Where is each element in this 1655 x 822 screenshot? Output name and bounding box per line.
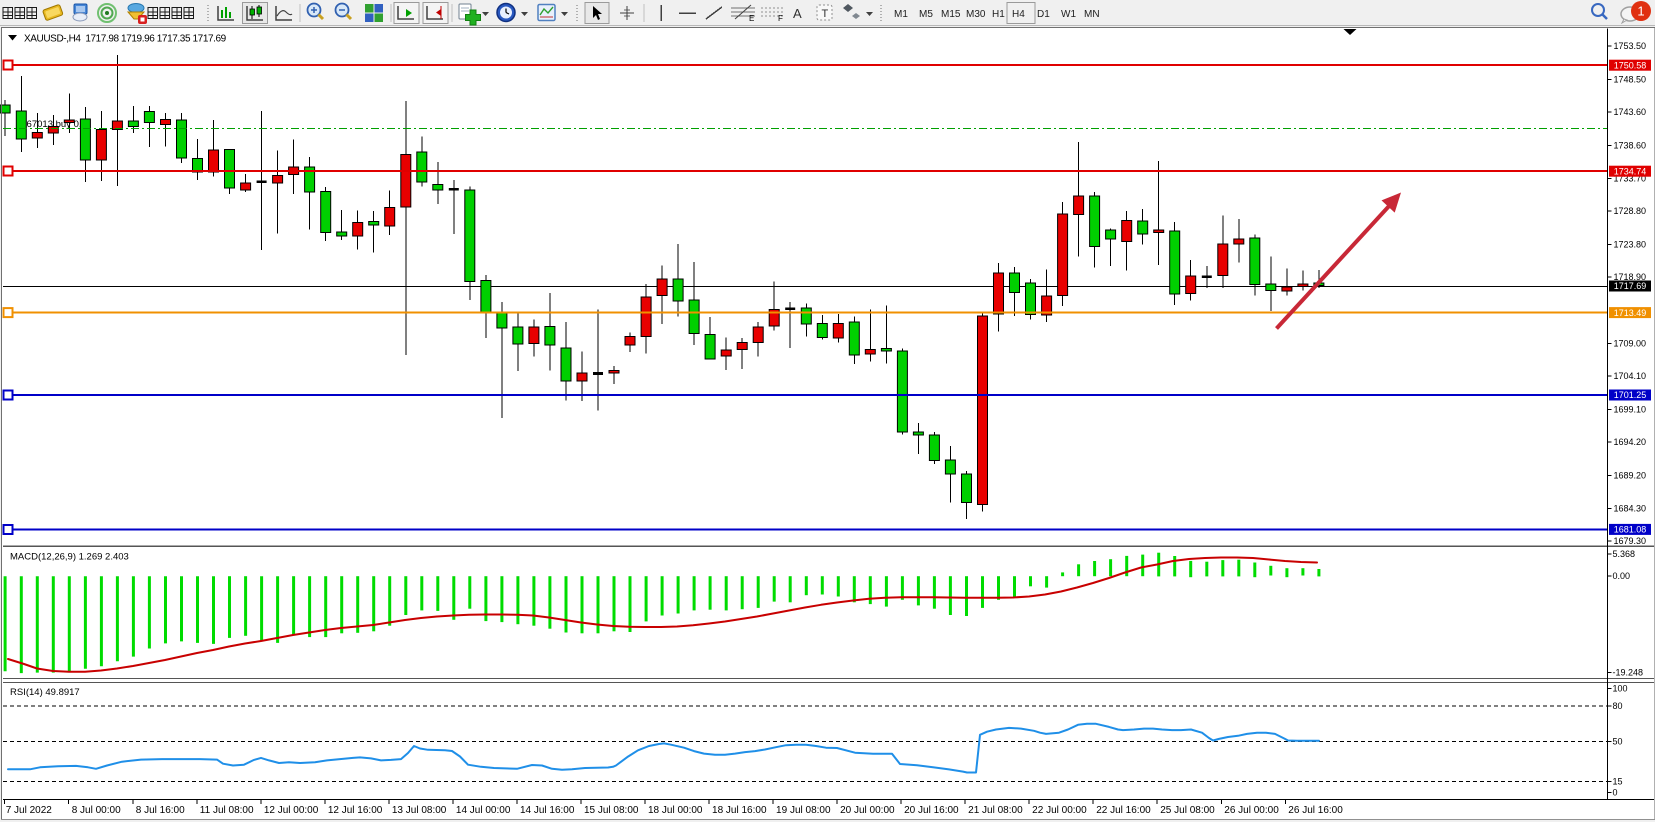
svg-text:50: 50 [1613,736,1623,746]
svg-text:14 Jul 16:00: 14 Jul 16:00 [520,805,575,816]
svg-text:1723.80: 1723.80 [1614,240,1647,250]
svg-text:1713.49: 1713.49 [1614,308,1647,318]
svg-text:18 Jul 00:00: 18 Jul 00:00 [648,805,703,816]
svg-text:26 Jul 00:00: 26 Jul 00:00 [1224,805,1279,816]
svg-text:H1: H1 [992,9,1005,20]
svg-text:22 Jul 00:00: 22 Jul 00:00 [1032,805,1087,816]
svg-text:1734.74: 1734.74 [1614,166,1647,176]
svg-text:18 Jul 16:00: 18 Jul 16:00 [712,805,767,816]
svg-text:1738.60: 1738.60 [1614,141,1647,151]
svg-text:15 Jul 08:00: 15 Jul 08:00 [584,805,639,816]
svg-text:1750.58: 1750.58 [1614,60,1647,70]
svg-text:T: T [822,8,829,20]
svg-text:12 Jul 16:00: 12 Jul 16:00 [328,805,383,816]
svg-text:15: 15 [1613,776,1623,786]
svg-text:1: 1 [1637,4,1644,19]
svg-text:25 Jul 08:00: 25 Jul 08:00 [1160,805,1215,816]
svg-text:M15: M15 [941,9,961,20]
svg-text:8 Jul 00:00: 8 Jul 00:00 [72,805,121,816]
svg-text:20 Jul 00:00: 20 Jul 00:00 [840,805,895,816]
svg-text:XAUUSD-,H4 1717.98 1719.96 17: XAUUSD-,H4 1717.98 1719.96 1717.35 1717.… [24,34,227,45]
svg-text:1718.90: 1718.90 [1614,272,1647,282]
svg-text:1704.10: 1704.10 [1614,371,1647,381]
svg-text:14 Jul 00:00: 14 Jul 00:00 [456,805,511,816]
svg-text:1694.20: 1694.20 [1614,437,1647,447]
svg-text:21 Jul 08:00: 21 Jul 08:00 [968,805,1023,816]
svg-text:8 Jul 16:00: 8 Jul 16:00 [136,805,185,816]
svg-text:1689.20: 1689.20 [1614,471,1647,481]
svg-text:20 Jul 16:00: 20 Jul 16:00 [904,805,959,816]
svg-text:H4: H4 [1012,9,1025,20]
svg-text:# 67013 buy 0.1: # 67013 buy 0.1 [16,119,87,130]
svg-text:1733.70: 1733.70 [1614,173,1647,183]
svg-text:MACD(12,26,9) 1.269 2.403: MACD(12,26,9) 1.269 2.403 [10,552,129,563]
svg-text:F: F [778,14,783,23]
svg-text:1748.50: 1748.50 [1614,74,1647,84]
svg-text:E: E [749,14,754,23]
svg-text:12 Jul 00:00: 12 Jul 00:00 [264,805,319,816]
svg-text:1684.30: 1684.30 [1614,503,1647,513]
svg-text:1699.10: 1699.10 [1614,405,1647,415]
svg-text:MN: MN [1084,9,1100,20]
svg-text:W1: W1 [1061,9,1076,20]
svg-text:1709.00: 1709.00 [1614,338,1647,348]
svg-text:80: 80 [1613,701,1623,711]
svg-text:M30: M30 [966,9,986,20]
svg-text:11 Jul 08:00: 11 Jul 08:00 [200,805,254,816]
svg-text:D1: D1 [1037,9,1050,20]
svg-text:22 Jul 16:00: 22 Jul 16:00 [1096,805,1151,816]
svg-text:A: A [793,6,802,21]
svg-text:0: 0 [1613,788,1618,798]
svg-text:1701.25: 1701.25 [1614,390,1647,400]
svg-text:100: 100 [1613,684,1628,694]
svg-text:26 Jul 16:00: 26 Jul 16:00 [1288,805,1343,816]
svg-text:13 Jul 08:00: 13 Jul 08:00 [392,805,447,816]
svg-text:1728.80: 1728.80 [1614,206,1647,216]
svg-text:1681.08: 1681.08 [1614,525,1647,535]
svg-text:1717.69: 1717.69 [1614,281,1647,291]
svg-text:5.368: 5.368 [1613,549,1636,559]
svg-text:1753.50: 1753.50 [1614,41,1647,51]
svg-text:M5: M5 [919,9,933,20]
svg-text:19 Jul 08:00: 19 Jul 08:00 [776,805,831,816]
svg-text:M1: M1 [894,9,908,20]
svg-text:0.00: 0.00 [1613,571,1631,581]
svg-text:1679.30: 1679.30 [1614,536,1647,546]
svg-text:-19.248: -19.248 [1613,667,1644,677]
svg-text:1743.60: 1743.60 [1614,107,1647,117]
svg-text:7 Jul 2022: 7 Jul 2022 [6,805,53,816]
svg-text:RSI(14) 49.8917: RSI(14) 49.8917 [10,687,80,698]
